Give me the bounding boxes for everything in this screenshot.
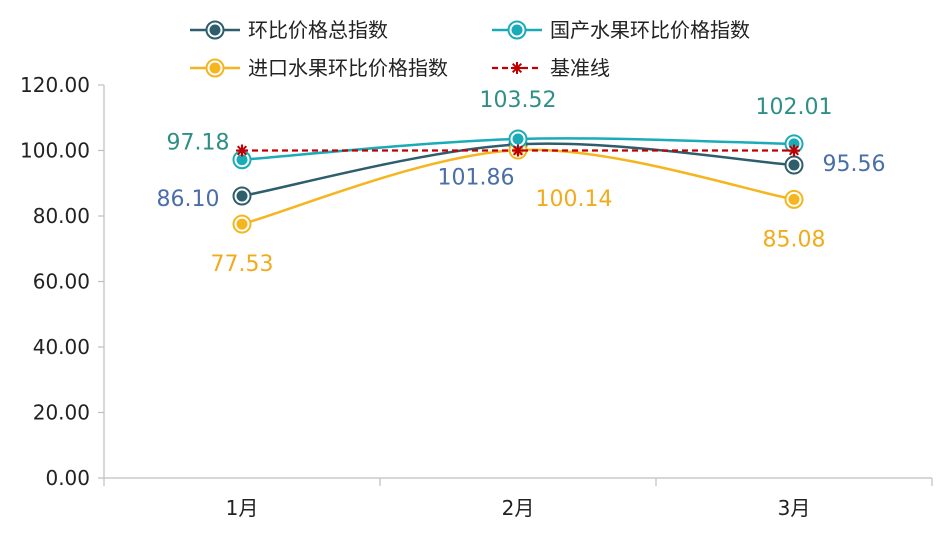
data-label: 103.52 <box>480 88 557 113</box>
marker-dot <box>236 218 248 230</box>
star-stroke <box>236 145 248 156</box>
data-point <box>784 155 804 175</box>
x-tick-label: 2月 <box>502 496 535 520</box>
data-label: 97.18 <box>167 131 230 156</box>
star-stroke <box>512 145 524 156</box>
data-point <box>236 144 248 157</box>
legend-label: 国产水果环比价格指数 <box>550 18 750 42</box>
y-tick-label: 0.00 <box>45 466 90 490</box>
marker-dot <box>788 159 800 171</box>
series-3 <box>236 144 800 157</box>
y-tick-label: 20.00 <box>33 401 90 425</box>
data-point <box>232 186 252 206</box>
marker-dot <box>236 154 248 166</box>
legend-item-2: 进口水果环比价格指数 <box>190 56 448 80</box>
data-point <box>508 129 528 149</box>
x-tick-label: 3月 <box>778 496 811 520</box>
data-point <box>788 144 800 157</box>
legend-item-1: 国产水果环比价格指数 <box>492 18 750 42</box>
marker-dot <box>209 24 221 36</box>
y-tick-label: 120.00 <box>20 73 90 97</box>
marker-dot <box>788 193 800 205</box>
data-labels: 86.10 101.86 95.56 97.18 103.52 102.01 77.53 10… <box>157 88 886 277</box>
data-label: 86.10 <box>157 187 220 212</box>
y-tick-label: 60.00 <box>33 270 90 294</box>
legend-item-3: 基准线 <box>492 56 610 80</box>
series-line <box>241 148 795 226</box>
data-point <box>512 144 524 157</box>
marker-dot <box>209 62 221 74</box>
data-label: 95.56 <box>823 152 886 177</box>
legend-label: 环比价格总指数 <box>248 18 388 42</box>
legend-swatch-marker <box>205 20 225 40</box>
marker-dot <box>511 24 523 36</box>
data-point <box>232 214 252 234</box>
legend-swatch-marker <box>511 62 523 74</box>
legend-label: 进口水果环比价格指数 <box>248 56 448 80</box>
data-point <box>232 150 252 170</box>
data-point <box>784 189 804 209</box>
legend-swatch-marker <box>507 20 527 40</box>
data-label: 100.14 <box>536 187 613 212</box>
legend-swatch-marker <box>205 58 225 78</box>
data-label: 77.53 <box>211 252 274 277</box>
marker-dot <box>236 190 248 202</box>
star-stroke <box>788 145 800 156</box>
y-tick-label: 40.00 <box>33 335 90 359</box>
axes: 0.00 20.00 40.00 60.00 80.00 100.00 120.00 1月 2月… <box>20 73 933 520</box>
series-layer <box>232 129 804 234</box>
data-label: 102.01 <box>756 95 833 120</box>
star-stroke <box>511 62 523 74</box>
legend-label: 基准线 <box>550 56 610 80</box>
x-tick-label: 1月 <box>226 496 259 520</box>
data-label: 101.86 <box>438 165 515 190</box>
data-label: 85.08 <box>763 227 826 252</box>
y-tick-label: 80.00 <box>33 204 90 228</box>
marker-dot <box>512 133 524 145</box>
legend-item-0: 环比价格总指数 <box>190 18 388 42</box>
y-tick-label: 100.00 <box>20 139 90 163</box>
